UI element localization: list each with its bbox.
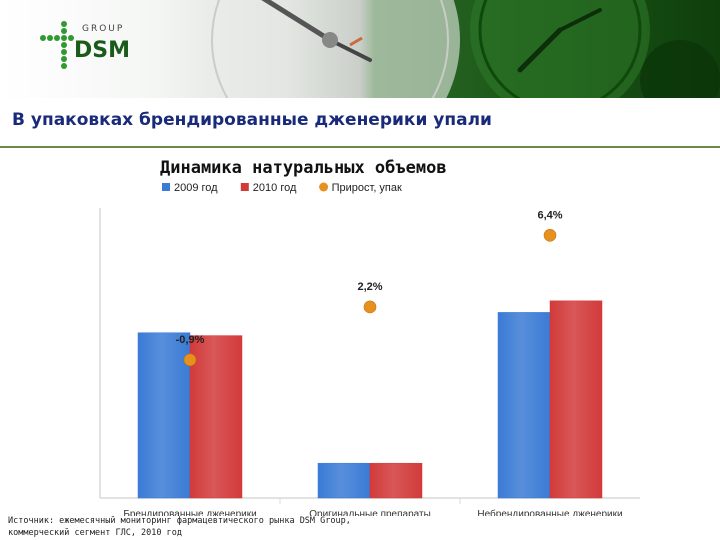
bar-1-3: [497, 312, 551, 499]
legend-swatch-2: [240, 183, 249, 191]
logo-brand-text: DSM: [74, 38, 130, 63]
chart-title: Динамика натуральных объемов: [160, 158, 447, 178]
bar-chart: 2009 год 2010 год Прирост, упак Брендирован…: [99, 182, 640, 516]
legend-label-1: 2009 год: [174, 182, 218, 194]
logo-cross-icon: [40, 21, 74, 69]
x-tick-label-2: Оригинальные препараты: [309, 509, 431, 516]
page-title: В упаковках брендированные дженерики упа…: [12, 110, 492, 130]
growth-marker-3: [543, 228, 557, 242]
bar-1-2: [317, 462, 371, 499]
bar-2-2: [369, 462, 423, 499]
growth-marker-2: [363, 300, 377, 314]
growth-data-label-2: 2,2%: [357, 281, 382, 293]
legend-marker-growth: [319, 182, 329, 192]
source-line-1: Источник: ежемесячный мониторинг фармаце…: [8, 516, 351, 526]
source-note: Источник: ежемесячный мониторинг фармаце…: [8, 515, 351, 539]
legend-label-growth: Прирост, упак: [332, 182, 402, 194]
bar-2-1: [189, 335, 243, 499]
header-banner: GROUP DSM: [0, 0, 720, 98]
x-tick-label-1: Брендированные дженерики: [123, 509, 256, 516]
logo-group-text: GROUP: [82, 24, 125, 34]
growth-data-label-3: 6,4%: [537, 209, 562, 221]
title-divider: [0, 146, 720, 148]
x-tick-label-3: Небрендированные дженерики: [477, 508, 622, 516]
source-line-2: коммерческий сегмент ГЛС, 2010 год: [8, 528, 182, 538]
growth-marker-1: [183, 353, 197, 367]
bar-2-3: [549, 300, 603, 499]
growth-data-label-1: -0,9%: [176, 334, 205, 346]
dsm-logo: [40, 20, 150, 80]
legend-label-2: 2010 год: [253, 182, 297, 194]
clock-photo: [200, 0, 720, 98]
legend-swatch-1: [162, 183, 170, 191]
bar-1-1: [137, 332, 191, 499]
